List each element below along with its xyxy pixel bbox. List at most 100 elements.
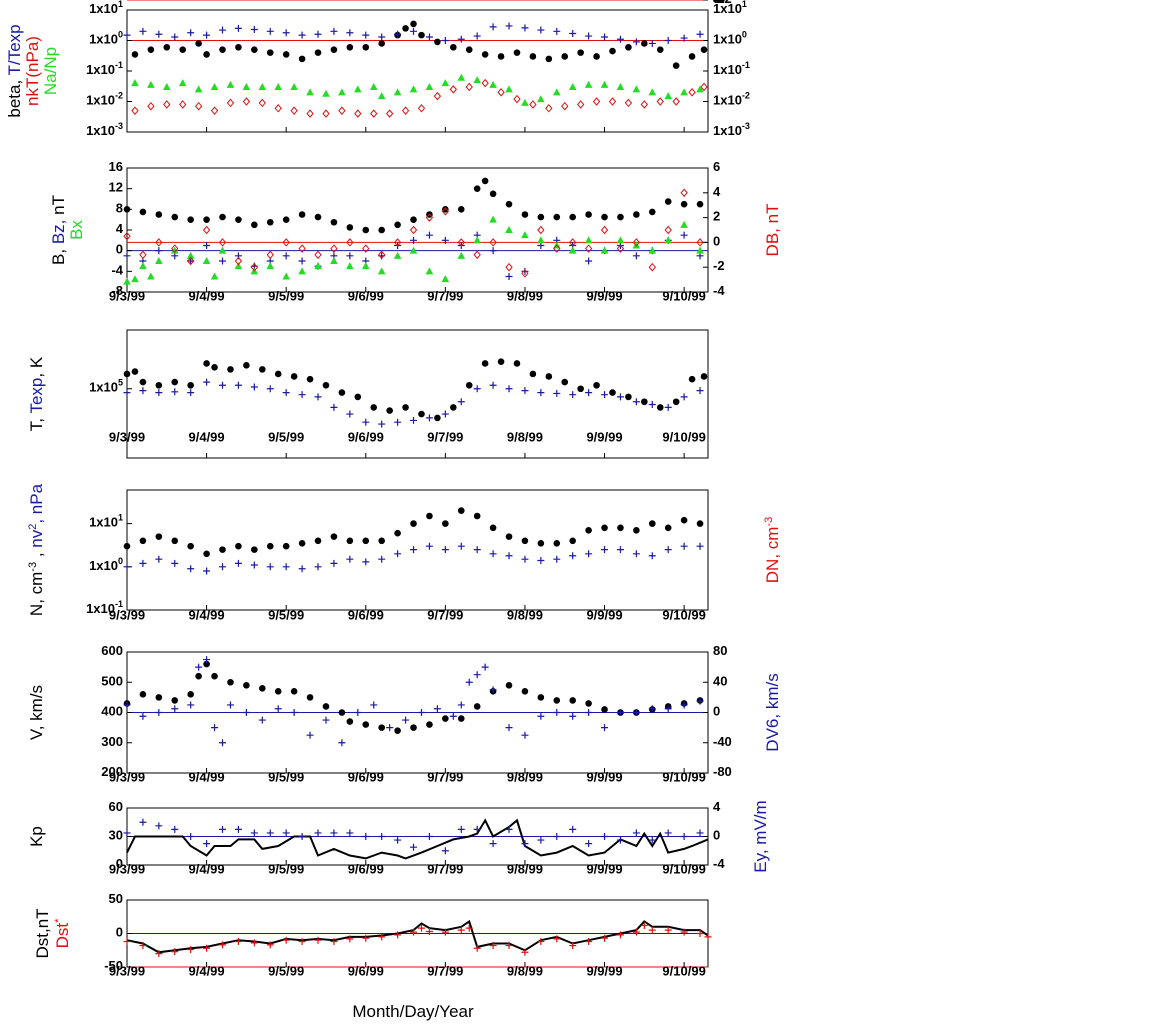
data-point — [266, 27, 274, 35]
data-point — [688, 375, 696, 383]
series-kp — [126, 818, 709, 860]
right-tick-label: 1x10-1 — [713, 60, 750, 77]
data-point — [465, 924, 473, 932]
data-point — [394, 727, 401, 734]
data-point — [473, 385, 481, 393]
data-point — [513, 94, 521, 104]
left-tick-label: 16 — [109, 159, 123, 174]
data-point — [481, 360, 489, 367]
series-texp — [123, 378, 704, 428]
data-point — [561, 378, 569, 386]
x-tick-label: 9/3/99 — [109, 607, 145, 622]
data-point — [378, 226, 385, 234]
data-point — [147, 272, 155, 280]
data-point — [250, 939, 258, 947]
x-tick-label: 9/8/99 — [507, 429, 543, 444]
data-point — [251, 46, 258, 53]
series-dst- — [123, 921, 712, 958]
data-point — [505, 273, 513, 280]
data-point — [457, 238, 465, 247]
data-point — [632, 928, 640, 936]
data-point — [664, 198, 672, 205]
left-tick-label: -4 — [111, 263, 123, 278]
data-point — [425, 33, 433, 41]
y-axis-label-2: Dst* — [53, 918, 72, 949]
data-point — [489, 524, 497, 532]
data-point — [664, 236, 673, 244]
data-point — [664, 705, 672, 713]
x-tick-label: 9/3/99 — [109, 288, 145, 303]
data-point — [585, 32, 593, 40]
data-point — [552, 88, 561, 96]
series-nkt — [131, 78, 708, 118]
data-point — [410, 20, 417, 28]
data-point — [584, 236, 593, 244]
data-point — [632, 550, 640, 558]
data-point — [537, 712, 545, 720]
data-point — [171, 378, 179, 386]
data-point — [545, 55, 553, 63]
data-point — [226, 98, 235, 108]
data-point — [282, 563, 290, 571]
data-point — [266, 563, 274, 571]
data-point — [672, 97, 680, 106]
data-point — [187, 389, 195, 397]
left-tick-label: 1x100 — [89, 556, 123, 573]
data-point — [410, 236, 418, 244]
data-point — [585, 938, 593, 946]
data-point — [219, 546, 226, 553]
data-point — [346, 224, 354, 231]
data-point — [457, 542, 465, 550]
data-point — [426, 512, 433, 520]
data-point — [584, 244, 593, 253]
data-point — [553, 27, 561, 35]
left-tick-label: 1x105 — [89, 378, 123, 395]
data-point — [465, 46, 473, 53]
data-point — [259, 366, 266, 373]
data-point — [139, 559, 147, 567]
data-point — [314, 563, 322, 571]
data-point — [314, 30, 322, 38]
data-point — [250, 829, 258, 837]
left-tick-label: 1x10-1 — [86, 60, 123, 77]
data-point — [171, 33, 179, 41]
data-point — [203, 660, 210, 668]
data-point — [584, 80, 593, 88]
data-point — [282, 252, 290, 260]
data-point — [450, 43, 457, 51]
series-nv2 — [123, 542, 704, 575]
data-point — [410, 546, 418, 554]
right-tick-label: 1x10-2 — [713, 91, 750, 108]
data-point — [473, 236, 481, 244]
data-point — [370, 404, 378, 411]
data-point — [258, 716, 266, 724]
data-point — [290, 709, 298, 716]
data-point — [123, 563, 131, 571]
data-point — [457, 35, 465, 43]
data-point — [442, 206, 449, 213]
data-point — [640, 921, 648, 929]
data-point — [505, 533, 513, 540]
data-point — [601, 391, 609, 399]
data-point — [569, 825, 577, 833]
data-point — [465, 82, 473, 92]
data-point — [330, 244, 338, 253]
data-point — [250, 561, 258, 569]
data-point — [656, 46, 664, 53]
right-tick-label: 1x10-3 — [713, 121, 750, 138]
data-point — [362, 244, 370, 253]
series-na-np — [131, 73, 704, 106]
panel-6: 60 30 0 4 0 -4 9/3/99 9/4/99 9/5/99 9/6/99 9/7/99 9… — [27, 799, 770, 876]
data-point — [473, 944, 481, 952]
data-point — [624, 98, 633, 108]
data-point — [314, 936, 322, 944]
data-point — [123, 701, 131, 709]
data-point — [529, 53, 537, 60]
right-tick-label: 0 — [713, 704, 720, 719]
data-point — [306, 731, 314, 739]
data-point — [306, 694, 314, 701]
data-point — [338, 709, 346, 716]
data-point — [171, 388, 179, 396]
data-point — [569, 238, 577, 247]
data-point — [322, 716, 330, 724]
